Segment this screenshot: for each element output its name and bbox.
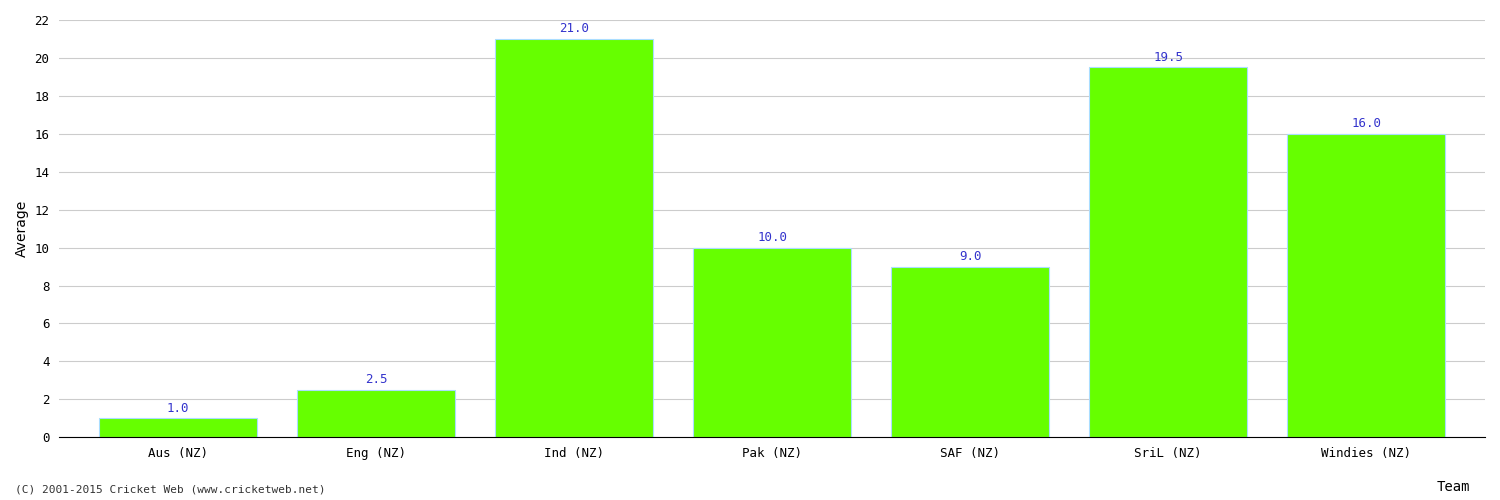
- Bar: [891, 266, 1050, 438]
- Bar: [297, 390, 456, 438]
- Text: 1.0: 1.0: [166, 402, 189, 414]
- Text: 2.5: 2.5: [364, 373, 387, 386]
- Text: Team: Team: [1437, 480, 1470, 494]
- Bar: [495, 39, 654, 438]
- Text: 19.5: 19.5: [1154, 50, 1184, 64]
- Y-axis label: Average: Average: [15, 200, 28, 258]
- Bar: [1287, 134, 1446, 438]
- Bar: [693, 248, 852, 438]
- Text: 9.0: 9.0: [958, 250, 981, 263]
- Text: 16.0: 16.0: [1352, 117, 1382, 130]
- Bar: [99, 418, 258, 438]
- Text: 10.0: 10.0: [758, 231, 788, 244]
- Text: 21.0: 21.0: [560, 22, 590, 35]
- Bar: [1089, 68, 1248, 438]
- Text: (C) 2001-2015 Cricket Web (www.cricketweb.net): (C) 2001-2015 Cricket Web (www.cricketwe…: [15, 485, 326, 495]
